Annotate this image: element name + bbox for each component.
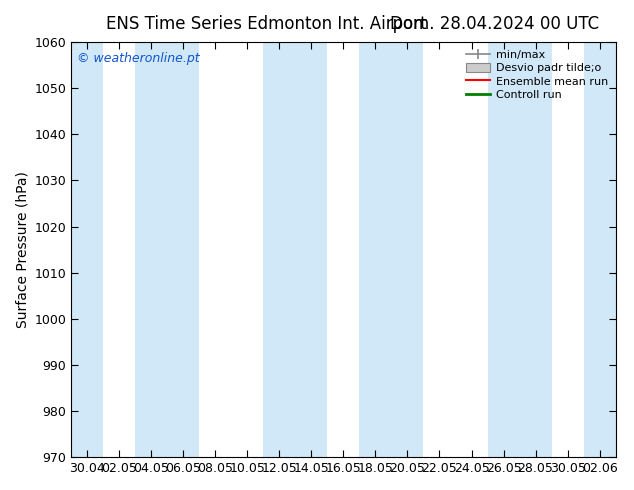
Bar (488, 42, 552, 457)
Text: © weatheronline.pt: © weatheronline.pt (77, 52, 199, 66)
Bar (71, 42, 103, 457)
Bar (583, 42, 616, 457)
Y-axis label: Surface Pressure (hPa): Surface Pressure (hPa) (15, 171, 29, 328)
Bar (263, 42, 327, 457)
Legend: min/max, Desvio padr tilde;o, Ensemble mean run, Controll run: min/max, Desvio padr tilde;o, Ensemble m… (463, 48, 610, 102)
Text: Dom. 28.04.2024 00 UTC: Dom. 28.04.2024 00 UTC (390, 15, 599, 33)
Bar (135, 42, 199, 457)
Text: ENS Time Series Edmonton Int. Airport: ENS Time Series Edmonton Int. Airport (106, 15, 427, 33)
Bar (359, 42, 424, 457)
